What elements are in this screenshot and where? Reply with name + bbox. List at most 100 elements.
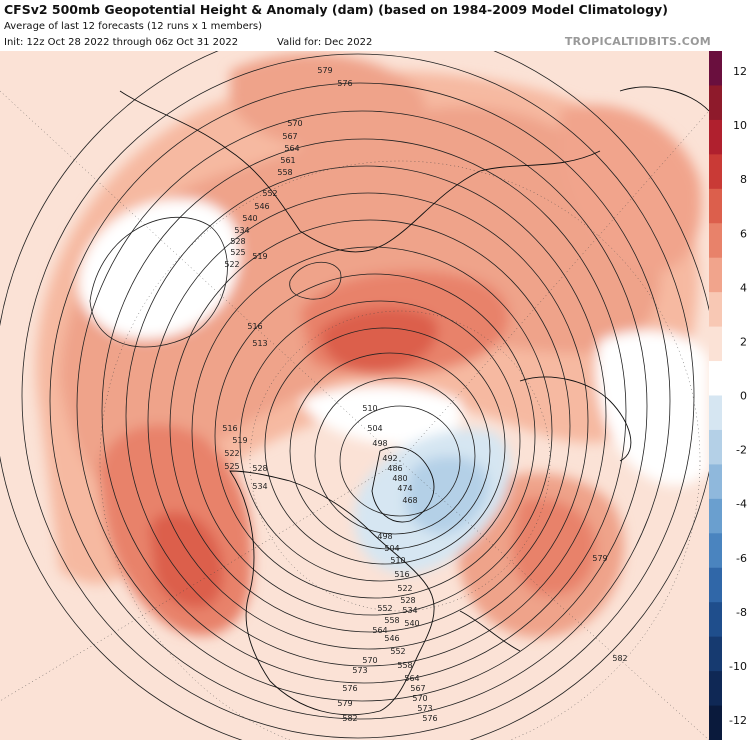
brand-watermark: TROPICALTIDBITS.COM [564, 35, 711, 48]
contour-label: 519 [252, 252, 267, 261]
contour-label: 582 [342, 714, 357, 723]
colorbar-tick-label: 2 [740, 335, 747, 348]
colorbar-tick-label: -12 [729, 714, 747, 727]
colorbar-tick-label: -8 [736, 606, 747, 619]
contour-label: 504 [384, 544, 399, 553]
contour-label: 570 [412, 694, 427, 703]
map-subtitle: Average of last 12 forecasts (12 runs x … [4, 21, 262, 32]
contour-label: 564 [372, 626, 387, 635]
colorbar-tick-label: 12 [733, 65, 747, 78]
colorbar-swatch [709, 498, 722, 534]
colorbar-tick-label: -6 [736, 552, 747, 565]
colorbar-swatch [709, 292, 722, 328]
contour-label: 468 [402, 496, 417, 505]
init-time: Init: 12z Oct 28 2022 through 06z Oct 31… [4, 37, 239, 48]
colorbar-swatch [709, 395, 722, 431]
contour-label: 498 [372, 439, 387, 448]
contour-label: 576 [342, 684, 357, 693]
colorbar-tick-label: -10 [729, 660, 747, 673]
contour-label: 480 [392, 474, 407, 483]
colorbar-swatch [709, 223, 722, 259]
colorbar-tick-label: 8 [740, 173, 747, 186]
contour-label: 573 [417, 704, 432, 713]
contour-label: 582 [612, 654, 627, 663]
contour-label: 576 [337, 79, 352, 88]
contour-label: 510 [390, 556, 405, 565]
colorbar-swatch [709, 188, 722, 224]
contour-label: 528 [400, 596, 415, 605]
contour-label: 474 [397, 484, 412, 493]
contour-label: 558 [277, 168, 292, 177]
colorbar-tick-label: 4 [740, 281, 747, 294]
contour-label: 504 [367, 424, 382, 433]
colorbar-swatch [709, 429, 722, 465]
colorbar-ticks: 12 10 8 6 4 2 0 -2 -4 -6 -8 -10 -12 [729, 65, 747, 727]
colorbar-swatch [709, 671, 722, 707]
colorbar-swatch [709, 85, 722, 121]
contour-label: 579 [317, 66, 332, 75]
colorbar-tick-label: 6 [740, 227, 747, 240]
colorbar-tick-label: -2 [736, 444, 747, 457]
valid-time: Valid for: Dec 2022 [277, 37, 373, 48]
contour-label: 558 [397, 661, 412, 670]
colorbar-swatch [709, 257, 722, 293]
contour-label: 525 [224, 462, 239, 471]
colorbar-swatch [709, 464, 722, 500]
contour-label: 579 [592, 554, 607, 563]
contour-label: 528 [252, 464, 267, 473]
anomaly-shading [36, 53, 709, 638]
contour-label: 534 [252, 482, 267, 491]
colorbar-swatch [709, 636, 722, 672]
coastlines [119, 86, 709, 716]
contour-label: 561 [280, 156, 295, 165]
colorbar-swatch [709, 119, 722, 155]
colorbar-swatches [709, 51, 722, 740]
contour-labels: 5795765705675645615585525465405345285255… [222, 66, 627, 723]
contour-label: 516 [247, 322, 262, 331]
contour-label: 516 [394, 570, 409, 579]
contour-label: 534 [234, 226, 249, 235]
colorbar-swatch [709, 533, 722, 569]
colorbar-swatch [709, 705, 722, 740]
contour-label: 522 [224, 449, 239, 458]
colorbar: 12 10 8 6 4 2 0 -2 -4 -6 -8 -10 -12 [709, 51, 747, 740]
colorbar-swatch [709, 51, 722, 86]
colorbar-tick-label: -4 [736, 498, 747, 511]
contour-label: 546 [384, 634, 399, 643]
contour-label: 534 [402, 606, 417, 615]
anomaly-map: 5795765705675645615585525465405345285255… [0, 51, 709, 740]
contour-label: 579 [337, 699, 352, 708]
contour-label: 519 [232, 436, 247, 445]
contour-label: 573 [352, 666, 367, 675]
colorbar-swatch [709, 361, 722, 396]
colorbar-swatch [709, 154, 722, 190]
map-title: CFSv2 500mb Geopotential Height & Anomal… [4, 2, 668, 17]
contour-label: 552 [262, 189, 277, 198]
contour-label: 570 [287, 119, 302, 128]
contour-label: 540 [404, 619, 419, 628]
contour-label: 564 [404, 674, 419, 683]
contour-label: 576 [422, 714, 437, 723]
graticule [0, 90, 709, 740]
contour-label: 522 [224, 260, 239, 269]
colorbar-swatch [709, 602, 722, 638]
contour-label: 540 [242, 214, 257, 223]
contour-label: 513 [252, 339, 267, 348]
contour-label: 516 [222, 424, 237, 433]
contour-label: 510 [362, 404, 377, 413]
contour-label: 528 [230, 237, 245, 246]
contour-label: 486 [387, 464, 402, 473]
colorbar-swatch [709, 326, 722, 362]
colorbar-tick-label: 10 [733, 119, 747, 132]
contour-label: 522 [397, 584, 412, 593]
colorbar-tick-label: 0 [740, 390, 747, 403]
colorbar-swatch [709, 567, 722, 603]
contour-label: 498 [377, 532, 392, 541]
contour-label: 558 [384, 616, 399, 625]
contour-label: 570 [362, 656, 377, 665]
contour-label: 525 [230, 248, 245, 257]
height-contours [0, 51, 709, 740]
contour-label: 564 [284, 144, 299, 153]
contour-label: 492 [382, 454, 397, 463]
contour-label: 567 [410, 684, 425, 693]
